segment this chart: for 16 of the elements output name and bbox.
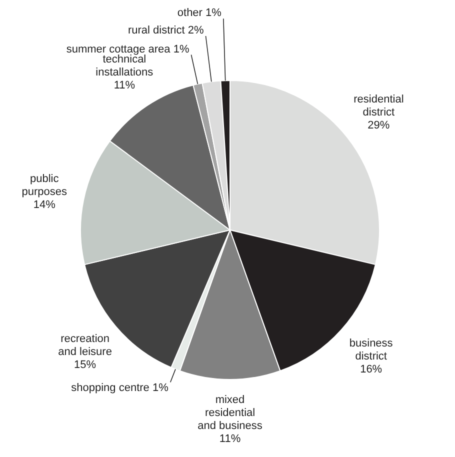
slice-label: shopping centre 1%	[71, 382, 169, 394]
slice-label: technical installations	[96, 54, 154, 79]
slice-label: mixed residential and business	[198, 394, 263, 432]
slice-label: public purposes	[22, 172, 68, 198]
data-label: 14%	[33, 198, 56, 211]
slice-label: other 1%	[177, 7, 222, 20]
data-label: 29%	[368, 120, 390, 132]
data-label: 11%	[114, 80, 136, 92]
slice-label: residential district	[354, 94, 404, 119]
slice-label: summer cottage area 1%	[66, 43, 190, 56]
slice-label: business district	[349, 338, 394, 363]
data-label: 15%	[74, 359, 96, 372]
data-label: 16%	[360, 364, 382, 376]
slice-label: recreation and leisure	[58, 333, 112, 358]
slice-label: rural district 2%	[128, 24, 204, 37]
data-label: 11%	[219, 433, 241, 446]
